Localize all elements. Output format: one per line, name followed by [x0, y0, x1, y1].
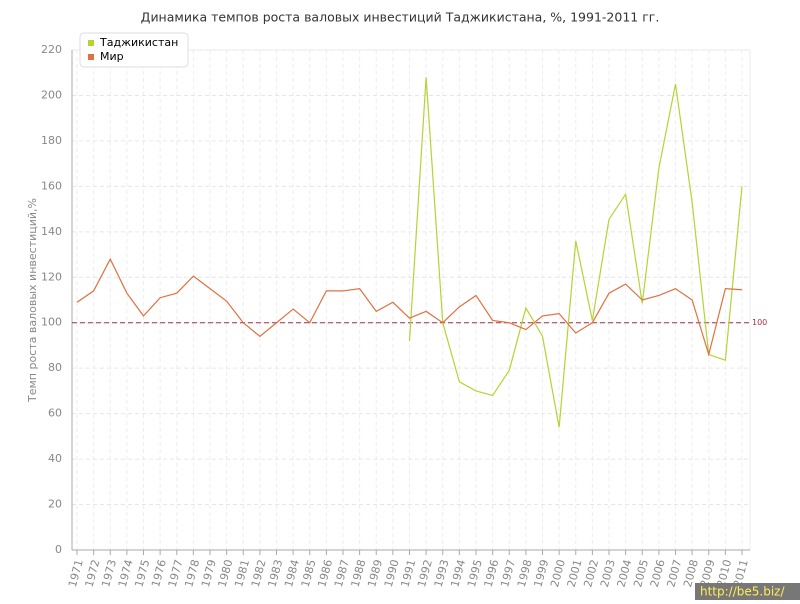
series-line	[76, 257, 743, 357]
y-tick-label: 20	[48, 498, 62, 511]
legend-label: Мир	[100, 50, 124, 63]
y-axis-label: Темп роста валовых инвестиций,%	[26, 198, 39, 403]
y-tick-label: 60	[48, 407, 62, 420]
y-tick-label: 100	[41, 316, 62, 329]
plot-area	[71, 49, 751, 551]
y-tick-label: 180	[41, 134, 62, 147]
y-tick-label: 0	[55, 543, 62, 556]
watermark: http://be5.biz/	[700, 585, 785, 599]
y-tick-label: 80	[48, 361, 62, 374]
legend-box	[79, 32, 189, 68]
legend-swatch	[88, 54, 94, 60]
y-tick-label: 120	[41, 270, 62, 283]
legend-swatch	[88, 40, 94, 46]
y-tick-label: 160	[41, 179, 62, 192]
y-tick-label: 220	[41, 43, 62, 56]
watermark-bg	[695, 583, 800, 600]
legend-label: Таджикистан	[99, 36, 178, 49]
reference-label: 100	[752, 318, 767, 327]
y-tick-label: 140	[41, 225, 62, 238]
y-tick-label: 200	[41, 88, 62, 101]
chart-title: Динамика темпов роста валовых инвестиций…	[141, 10, 660, 25]
y-tick-label: 40	[48, 452, 62, 465]
series-line	[408, 77, 743, 428]
